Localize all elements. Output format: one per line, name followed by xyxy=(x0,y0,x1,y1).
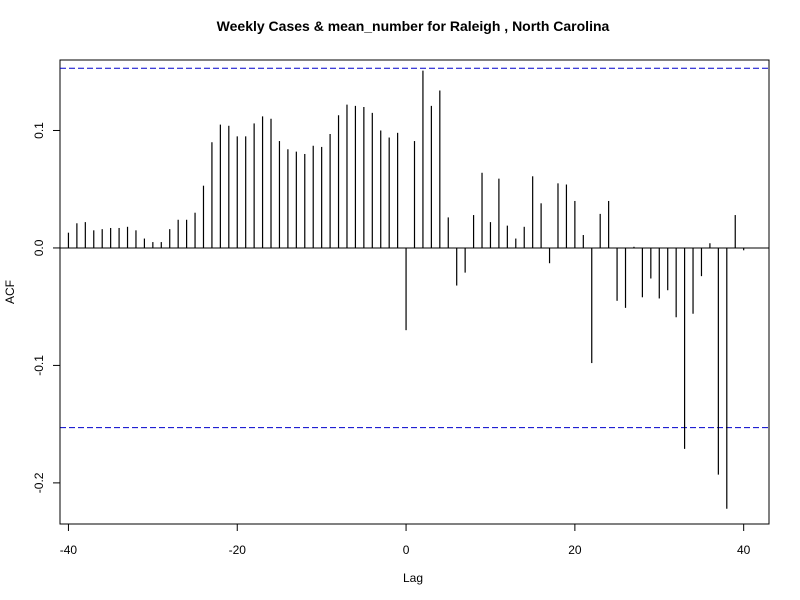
x-axis: -40 -20 0 20 40 xyxy=(60,523,751,557)
x-tick-label: -40 xyxy=(60,543,78,557)
acf-bars xyxy=(67,70,745,509)
y-tick-label: 0.1 xyxy=(32,122,46,139)
x-tick-label: 20 xyxy=(568,543,582,557)
x-axis-label: Lag xyxy=(403,571,423,585)
plot-frame xyxy=(59,59,770,525)
y-axis-label: ACF xyxy=(3,280,17,304)
y-axis: -0.2 -0.1 0.0 0.1 xyxy=(32,122,61,493)
y-tick-label: -0.2 xyxy=(32,472,46,493)
y-tick-label: -0.1 xyxy=(32,355,46,376)
x-tick-label: -20 xyxy=(229,543,247,557)
chart-title: Weekly Cases & mean_number for Raleigh ,… xyxy=(217,18,610,34)
y-tick-label: 0.0 xyxy=(32,239,46,256)
x-tick-label: 0 xyxy=(403,543,410,557)
x-tick-label: 40 xyxy=(737,543,751,557)
